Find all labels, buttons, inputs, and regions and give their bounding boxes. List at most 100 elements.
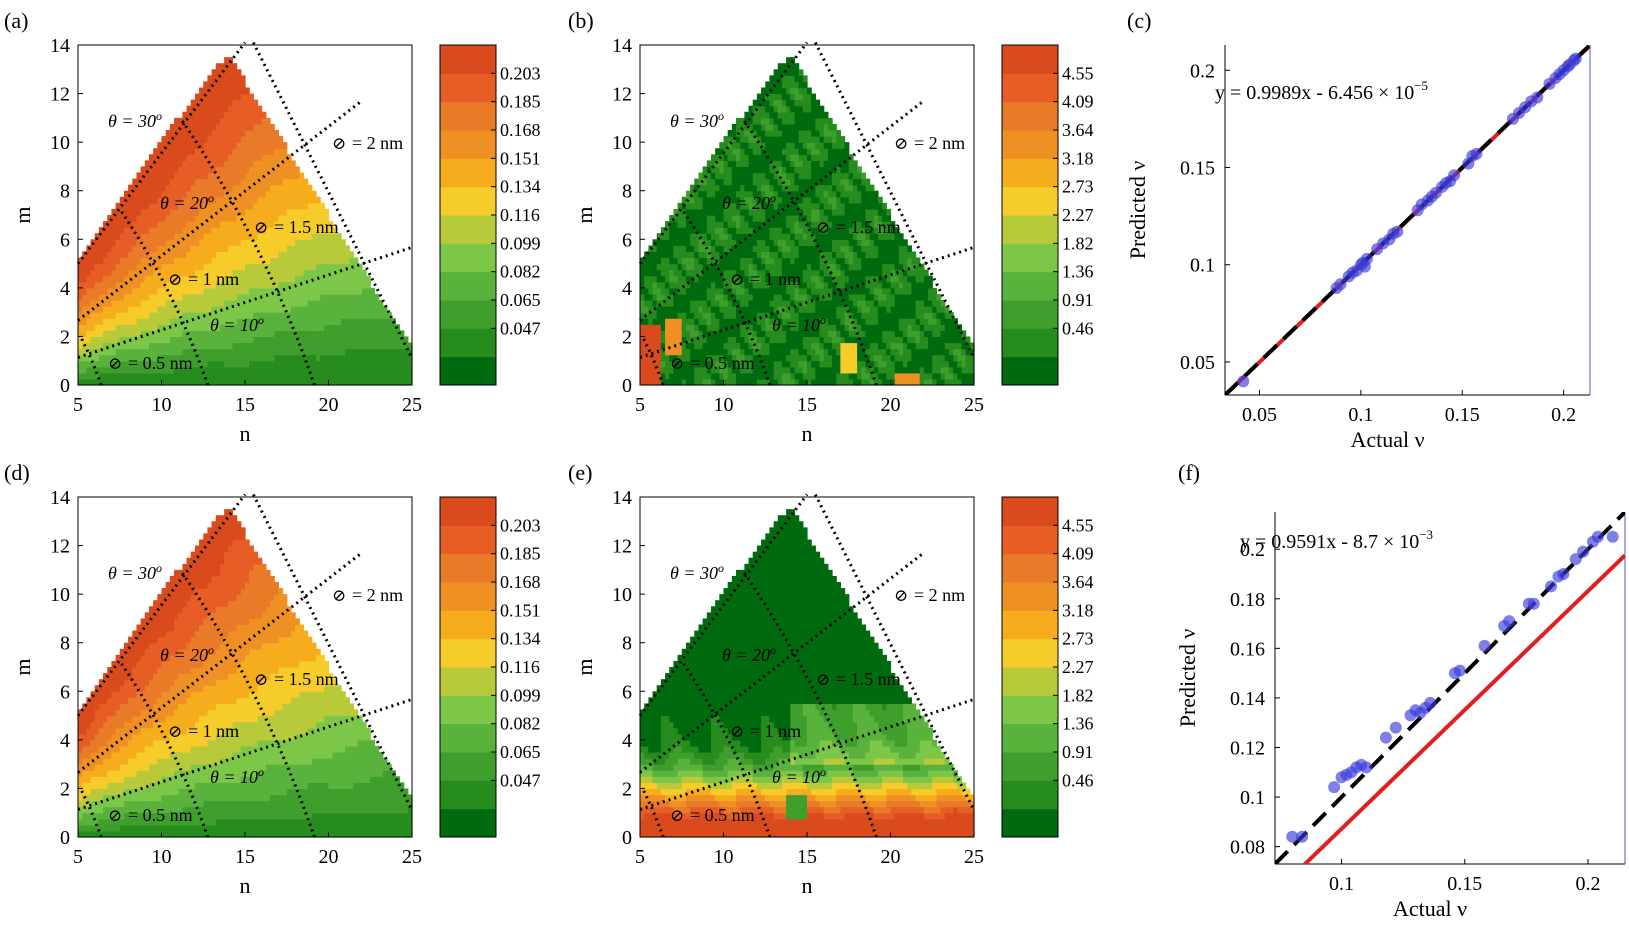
- heatmap-cell: [115, 354, 121, 362]
- heatmap-cell: [786, 269, 791, 277]
- heatmap-cell: [194, 215, 200, 222]
- heatmap-cell: [832, 166, 837, 174]
- heatmap-cell: [765, 293, 771, 301]
- heatmap-cell: [719, 318, 725, 325]
- heatmap-cell: [165, 287, 171, 295]
- heatmap-cell: [199, 233, 204, 240]
- heatmap-cell: [236, 148, 242, 155]
- heatmap-cell: [261, 136, 267, 143]
- heatmap-cell: [215, 257, 221, 265]
- heatmap-cell: [840, 215, 846, 222]
- heatmap-cell: [811, 306, 816, 313]
- heatmap-cell: [690, 293, 695, 301]
- heatmap-cell: [278, 269, 284, 277]
- heatmap-cell: [161, 142, 167, 149]
- heatmap-cell: [194, 348, 200, 356]
- heatmap-cell: [731, 245, 737, 253]
- heatmap-cell: [161, 257, 167, 265]
- heatmap-cell: [228, 293, 234, 301]
- heatmap-cell: [190, 123, 196, 131]
- heatmap-cell: [740, 208, 745, 216]
- heatmap-cell: [286, 342, 292, 350]
- heatmap-cell: [228, 142, 234, 149]
- heatmap-cell: [249, 178, 254, 186]
- heatmap-cell: [807, 354, 812, 362]
- heatmap-cell: [315, 239, 321, 246]
- heatmap-cell: [844, 227, 850, 234]
- heatmap-cell: [107, 275, 112, 283]
- heatmap-cell: [132, 300, 138, 307]
- heatmap-cell: [786, 342, 791, 350]
- heatmap-cell: [370, 354, 376, 362]
- heatmap-cell: [832, 178, 837, 186]
- heatmap-cell: [307, 196, 313, 204]
- heatmap-cell: [194, 251, 200, 259]
- heatmap-cell: [773, 87, 779, 95]
- heatmap-cell: [673, 245, 679, 253]
- heatmap-cell: [761, 227, 766, 234]
- heatmap-cell: [665, 281, 670, 289]
- heatmap-cell: [777, 75, 783, 83]
- heatmap-cell: [656, 293, 662, 301]
- heatmap-cell: [673, 208, 679, 216]
- heatmap-cell: [265, 184, 271, 192]
- heatmap-cell: [257, 166, 263, 174]
- heatmap-cell: [702, 336, 708, 344]
- heatmap-cell: [161, 378, 167, 386]
- heatmap-cell: [811, 190, 816, 198]
- heatmap-cell: [665, 318, 670, 325]
- heatmap-cell: [303, 372, 309, 380]
- heatmap-cell: [82, 257, 87, 265]
- heatmap-cell: [823, 342, 829, 350]
- heatmap-cell: [257, 275, 263, 283]
- heatmap-cell: [270, 154, 275, 161]
- heatmap-cell: [311, 202, 317, 210]
- heatmap-cell: [681, 257, 687, 265]
- heatmap-cell: [694, 360, 700, 368]
- heatmap-cell: [86, 306, 92, 313]
- heatmap-cell: [328, 378, 334, 386]
- heatmap-cell: [740, 202, 745, 210]
- heatmap-cell: [790, 227, 796, 234]
- heatmap-cell: [861, 348, 867, 356]
- heatmap-cell: [199, 257, 204, 265]
- heatmap-cell: [123, 366, 129, 374]
- heatmap-cell: [740, 269, 745, 277]
- heatmap-cell: [278, 148, 284, 155]
- heatmap-cell: [752, 378, 758, 386]
- heatmap-cell: [215, 130, 221, 137]
- heatmap-cell: [219, 196, 225, 204]
- heatmap-cell: [90, 324, 96, 331]
- heatmap-cell: [178, 196, 183, 204]
- heatmap-cell: [811, 257, 816, 265]
- heatmap-cell: [349, 251, 355, 259]
- heatmap-cell: [765, 269, 771, 277]
- heatmap-cell: [819, 263, 825, 271]
- heatmap-cell: [665, 269, 670, 277]
- heatmap-cell: [232, 75, 238, 83]
- heatmap-cell: [744, 306, 750, 313]
- heatmap-cell: [727, 136, 733, 143]
- heatmap-cell: [224, 372, 229, 380]
- heatmap-cell: [698, 300, 704, 307]
- heatmap-cell: [90, 342, 96, 350]
- heatmap-cell: [103, 342, 108, 350]
- heatmap-cell: [190, 300, 196, 307]
- heatmap-cell: [665, 342, 670, 350]
- heatmap-cell: [827, 208, 833, 216]
- heatmap-cell: [165, 360, 171, 368]
- heatmap-cell: [232, 105, 238, 113]
- heatmap-cell: [148, 318, 154, 325]
- heatmap-cell: [199, 105, 204, 113]
- heatmap-cell: [690, 263, 695, 271]
- heatmap-cell: [274, 269, 279, 277]
- heatmap-cell: [153, 287, 158, 295]
- heatmap-cell: [236, 117, 242, 125]
- heatmap-cell: [295, 312, 300, 319]
- heatmap-cell: [236, 348, 242, 356]
- heatmap-cell: [715, 184, 720, 192]
- heatmap-cell: [865, 354, 871, 362]
- heatmap-cell: [823, 196, 829, 204]
- heatmap-cell: [295, 348, 300, 356]
- heatmap-cell: [840, 306, 846, 313]
